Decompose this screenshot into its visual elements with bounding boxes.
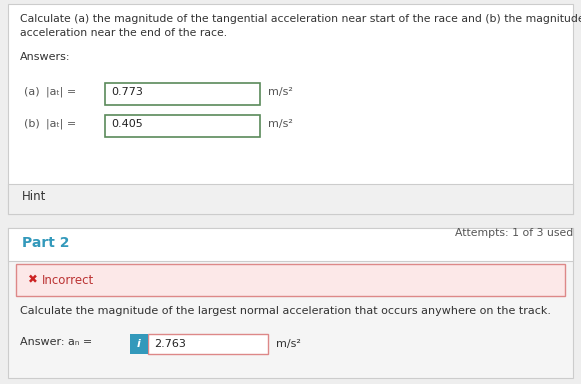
Text: acceleration near the end of the race.: acceleration near the end of the race.: [20, 28, 227, 38]
Text: Answer: aₙ =: Answer: aₙ =: [20, 337, 92, 347]
FancyBboxPatch shape: [8, 228, 573, 378]
Text: i: i: [137, 339, 141, 349]
FancyBboxPatch shape: [8, 4, 573, 214]
Text: Calculate the magnitude of the largest normal acceleration that occurs anywhere : Calculate the magnitude of the largest n…: [20, 306, 551, 316]
Text: ✖: ✖: [28, 273, 38, 286]
Text: 2.763: 2.763: [154, 339, 186, 349]
Text: 0.773: 0.773: [111, 87, 143, 97]
Text: Attempts: 1 of 3 used: Attempts: 1 of 3 used: [455, 228, 573, 238]
FancyBboxPatch shape: [105, 83, 260, 105]
Text: |aₜ| =: |aₜ| =: [46, 119, 76, 129]
Text: m/s²: m/s²: [268, 87, 293, 97]
FancyBboxPatch shape: [8, 184, 573, 214]
Text: Answers:: Answers:: [20, 52, 70, 62]
Text: (a): (a): [24, 87, 40, 97]
Text: (b): (b): [24, 119, 40, 129]
FancyBboxPatch shape: [8, 228, 573, 261]
FancyBboxPatch shape: [16, 264, 565, 296]
FancyBboxPatch shape: [105, 115, 260, 137]
Text: Part 2: Part 2: [22, 236, 70, 250]
Text: Incorrect: Incorrect: [42, 273, 94, 286]
Text: m/s²: m/s²: [276, 339, 301, 349]
Text: m/s²: m/s²: [268, 119, 293, 129]
FancyBboxPatch shape: [148, 334, 268, 354]
Text: Hint: Hint: [22, 189, 46, 202]
Text: |aₜ| =: |aₜ| =: [46, 87, 76, 97]
FancyBboxPatch shape: [130, 334, 148, 354]
Text: Calculate (a) the magnitude of the tangential acceleration near start of the rac: Calculate (a) the magnitude of the tange…: [20, 14, 581, 24]
Text: 0.405: 0.405: [111, 119, 143, 129]
